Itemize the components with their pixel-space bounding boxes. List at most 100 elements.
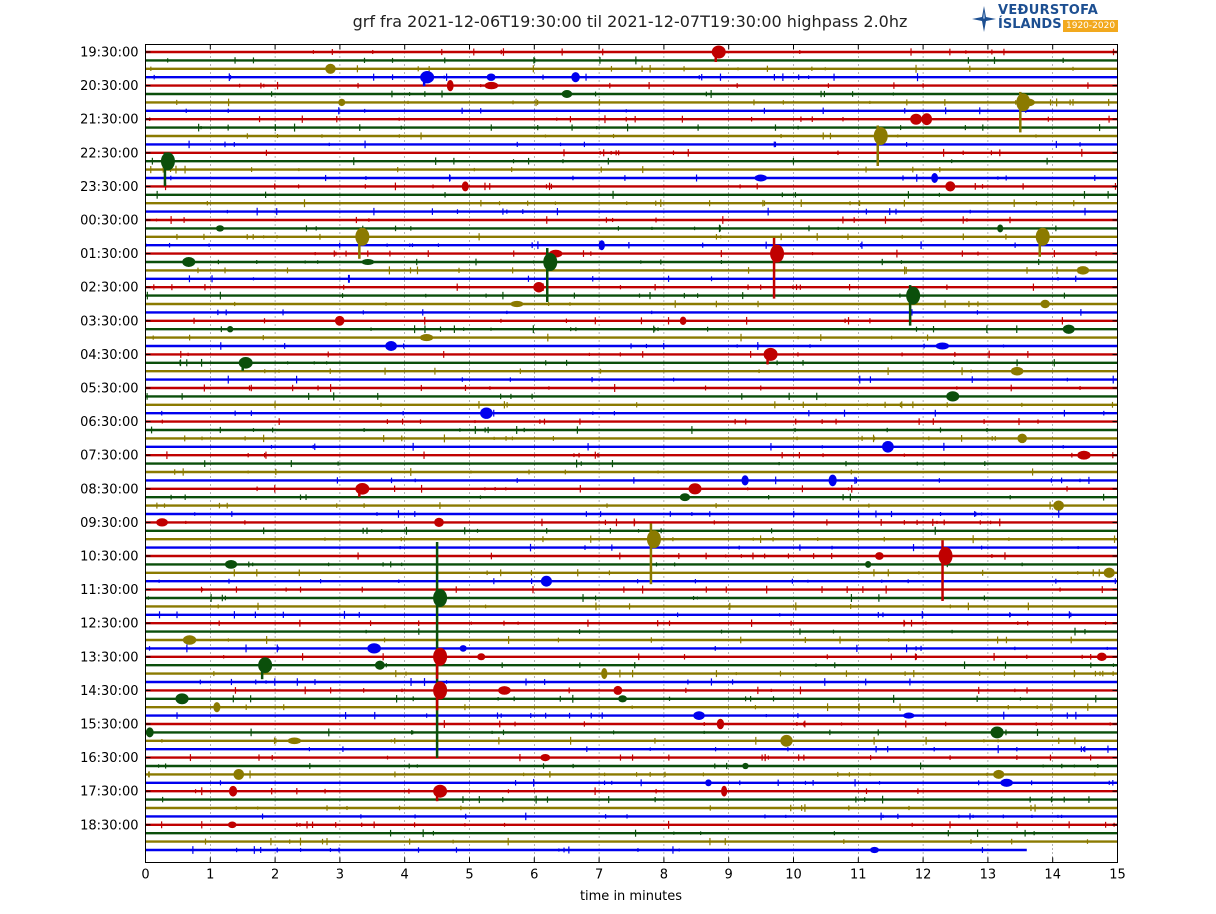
y-tick-label: 06:30:00 [80, 415, 138, 430]
x-tick-label: 15 [1109, 868, 1126, 883]
star-compass-icon [972, 6, 996, 32]
trace-burst [533, 281, 545, 293]
trace-burst [571, 72, 580, 83]
y-tick-label: 17:30:00 [80, 785, 138, 800]
trace-burst [679, 316, 687, 326]
trace-burst [742, 762, 749, 770]
trace-burst [754, 174, 768, 182]
trace-burst [510, 300, 524, 308]
trace-burst [434, 517, 444, 528]
trace-burst [498, 686, 511, 695]
event-burst [355, 483, 370, 495]
event-burst [763, 347, 778, 361]
trace-burst [688, 483, 702, 495]
y-tick-label: 16:30:00 [80, 751, 138, 766]
trace-burst [869, 846, 880, 854]
event-burst [1016, 93, 1031, 112]
trace-burst [598, 240, 605, 251]
y-tick-label: 05:30:00 [80, 382, 138, 397]
trace-burst [1010, 366, 1024, 376]
trace-burst [1076, 266, 1090, 275]
x-tick-label: 11 [850, 868, 867, 883]
trace-burst [419, 334, 434, 342]
y-tick-label: 20:30:00 [80, 79, 138, 94]
trace-burst [459, 645, 467, 652]
trace-burst [156, 518, 168, 527]
trace-burst [882, 440, 894, 453]
trace-burst [993, 769, 1005, 779]
x-tick-label: 2 [271, 868, 279, 883]
y-tick-label: 21:30:00 [80, 113, 138, 128]
x-axis: 0 1 2 3 4 5 6 7 8 9 10 11 12 13 14 15 [141, 44, 1126, 883]
trace-burst [716, 718, 725, 730]
trace-burst [875, 552, 884, 560]
trace-burst [287, 737, 302, 745]
y-tick-label: 02:30:00 [80, 281, 138, 296]
trace-burst [233, 768, 245, 780]
trace-burst [561, 90, 573, 98]
trace-burst [182, 257, 196, 267]
x-tick-label: 13 [980, 868, 997, 883]
y-tick-label: 19:30:00 [80, 46, 138, 61]
trace-burst [990, 726, 1004, 739]
chart-title: grf fra 2021-12-06T19:30:00 til 2021-12-… [352, 12, 908, 31]
trace-burst [921, 113, 933, 126]
y-tick-label: 12:30:00 [80, 617, 138, 632]
trace-burst [1077, 450, 1091, 460]
trace-burst [910, 113, 922, 125]
trace-burst [227, 821, 237, 829]
event-burst [420, 71, 435, 84]
y-tick-label: 11:30:00 [80, 583, 138, 598]
chart-grid [210, 44, 1053, 863]
trace-burst [1103, 567, 1115, 578]
trace-burst [1017, 433, 1028, 444]
trace-burst [477, 653, 486, 661]
event-burst [1035, 227, 1050, 246]
event-burst [433, 647, 448, 666]
trace-burst [145, 727, 154, 738]
trace-burst [446, 79, 454, 92]
x-tick-label: 5 [465, 868, 473, 883]
event-burst [873, 127, 888, 145]
x-tick-label: 14 [1044, 868, 1061, 883]
trace-burst [334, 315, 345, 326]
trace-burst [946, 391, 960, 402]
x-tick-label: 0 [141, 868, 149, 883]
event-burst [160, 152, 175, 171]
event-burst [938, 547, 953, 565]
trace-burst [931, 173, 939, 183]
event-burst [906, 286, 921, 305]
x-tick-label: 3 [336, 868, 344, 883]
event-burst [238, 357, 253, 369]
x-axis-label: time in minutes [580, 889, 682, 904]
y-tick-label: 14:30:00 [80, 684, 138, 699]
x-tick-label: 9 [725, 868, 733, 883]
trace-burst [1062, 324, 1075, 334]
trace-burst [540, 575, 552, 587]
event-burst [711, 45, 726, 59]
x-tick-label: 6 [530, 868, 538, 883]
x-tick-label: 4 [401, 868, 409, 883]
logo-name-line2: ÍSLANDS [998, 17, 1062, 32]
y-tick-label: 04:30:00 [80, 348, 138, 363]
vedurstofa-logo: VEÐURSTOFA ÍSLANDS 1920-2020 [972, 4, 1122, 34]
x-tick-label: 10 [785, 868, 802, 883]
y-tick-label: 09:30:00 [80, 516, 138, 531]
trace-burst [338, 98, 346, 107]
trace-burst [618, 695, 628, 703]
trace-burst [213, 702, 221, 713]
trace-burst [1000, 778, 1014, 787]
y-tick-label: 15:30:00 [80, 718, 138, 733]
y-tick-label: 23:30:00 [80, 180, 138, 195]
y-tick-label: 08:30:00 [80, 482, 138, 497]
logo-years-badge: 1920-2020 [1063, 20, 1119, 32]
event-burst [355, 227, 370, 246]
trace-burst [540, 754, 551, 762]
trace-burst [601, 668, 608, 680]
trace-burst [374, 660, 385, 670]
trace-burst [226, 326, 234, 333]
trace-burst [461, 181, 469, 192]
trace-burst [705, 779, 712, 787]
trace-burst [486, 73, 496, 81]
event-burst [258, 657, 273, 674]
